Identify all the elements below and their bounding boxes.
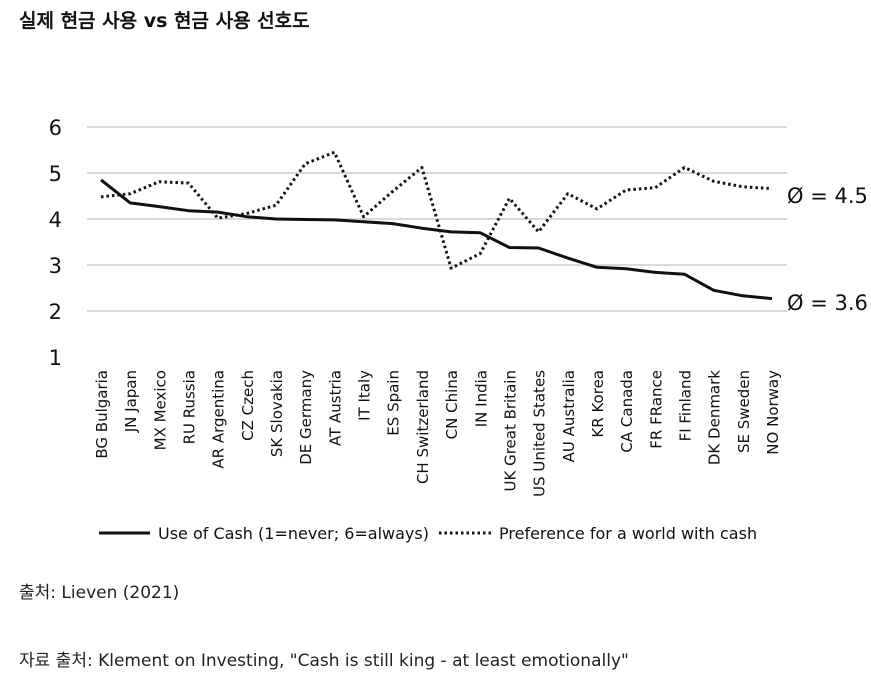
x-category-label: US United States <box>531 370 549 497</box>
y-axis-tick-labels: 1 2 3 4 5 6 <box>49 116 62 370</box>
x-category-label: IN India <box>472 370 490 427</box>
x-category-label: BG Bulgaria <box>93 370 111 459</box>
page-title: 실제 현금 사용 vs 현금 사용 선호도 <box>19 10 310 32</box>
x-category-label: JN Japan <box>122 370 140 433</box>
x-category-label: ES Spain <box>385 370 403 436</box>
series-end-labels: Ø = 3.6 Ø = 4.5 <box>787 184 868 315</box>
x-category-label: DE Germany <box>297 370 315 465</box>
x-category-label: SE Sweden <box>735 370 753 453</box>
x-category-label: MX Mexico <box>151 370 169 450</box>
use-of-cash-average-label: Ø = 3.6 <box>787 291 868 315</box>
grid-lines <box>87 126 787 312</box>
x-category-label: AU Australia <box>560 370 578 462</box>
chart-legend: Use of Cash (1=never; 6=always) Preferenc… <box>99 524 757 543</box>
x-category-label: FR FRance <box>647 370 665 449</box>
y-tick-label: 5 <box>49 162 62 186</box>
source-citation: 출처: Lieven (2021) <box>19 583 180 603</box>
x-category-label: NO Norway <box>764 370 782 455</box>
x-category-label: CH Switzerland <box>414 370 432 484</box>
data-source-citation: 자료 출처: Klement on Investing, "Cash is st… <box>19 651 629 671</box>
x-category-label: CN China <box>443 370 461 439</box>
x-category-label: AR Argentina <box>210 370 228 469</box>
legend-label-use-of-cash: Use of Cash (1=never; 6=always) <box>158 524 429 543</box>
y-tick-label: 2 <box>49 300 62 324</box>
x-category-label: FI Finland <box>676 370 694 441</box>
preference-series-line <box>100 150 773 270</box>
x-category-label: UK Great Britain <box>501 370 519 492</box>
x-category-label: IT Italy <box>356 370 374 421</box>
y-tick-label: 3 <box>49 254 62 278</box>
legend-label-preference: Preference for a world with cash <box>499 524 757 543</box>
x-category-label: SK Slovakia <box>268 370 286 457</box>
preference-average-label: Ø = 4.5 <box>787 184 868 208</box>
x-axis-category-labels: BG Bulgaria JN Japan MX Mexico RU Russia AR … <box>93 370 782 497</box>
x-category-label: AT Austria <box>326 370 344 446</box>
use-of-cash-series-line <box>100 178 773 301</box>
y-tick-label: 4 <box>49 208 62 232</box>
chart-container: 1 2 3 4 5 6 BG Bulgaria JN Japan MX Mexico RU Ru… <box>49 116 868 543</box>
x-category-label: DK Denmark <box>706 370 724 465</box>
y-tick-label: 1 <box>49 346 62 370</box>
x-category-label: CZ Czech <box>239 370 257 441</box>
x-category-label: RU Russia <box>181 370 199 444</box>
series-lines <box>100 150 773 301</box>
x-category-label: CA Canada <box>618 370 636 453</box>
y-tick-label: 6 <box>49 116 62 140</box>
x-category-label: KR Korea <box>589 370 607 438</box>
line-chart: 1 2 3 4 5 6 BG Bulgaria JN Japan MX Mexico RU Ru… <box>49 116 868 543</box>
